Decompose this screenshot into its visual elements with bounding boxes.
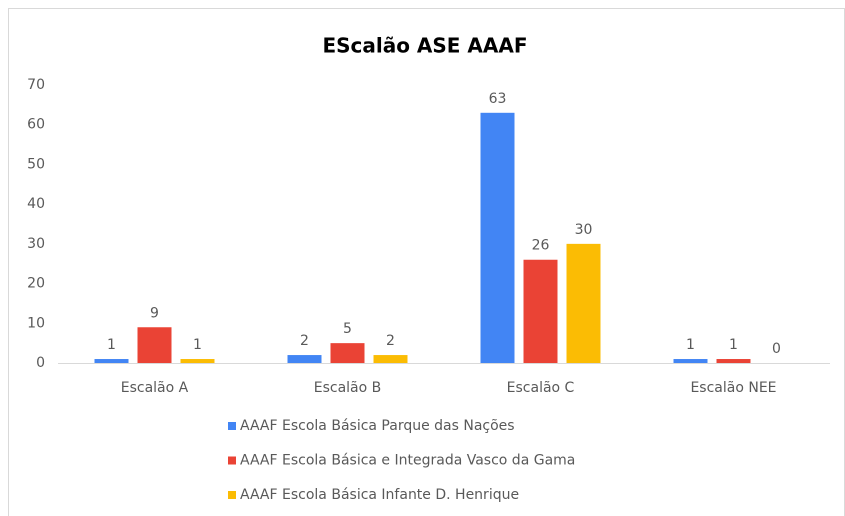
legend-swatch	[228, 491, 236, 499]
legend-label: AAAF Escola Básica e Integrada Vasco da …	[240, 453, 575, 469]
x-tick-label: Escalão A	[121, 380, 189, 396]
bar	[137, 327, 172, 363]
bar	[373, 355, 408, 363]
data-label: 9	[150, 305, 159, 321]
data-label: 5	[343, 321, 352, 337]
bar	[287, 355, 322, 363]
chart-frame	[8, 8, 845, 516]
bar	[716, 359, 751, 363]
legend-label: AAAF Escola Básica Infante D. Henrique	[240, 487, 519, 503]
chart-title: EScalão ASE AAAF	[322, 34, 527, 58]
data-label: 1	[686, 337, 695, 353]
data-label: 63	[489, 91, 507, 107]
y-tick-label: 30	[27, 236, 45, 252]
bar	[180, 359, 215, 363]
x-tick-label: Escalão C	[507, 380, 575, 396]
bar	[94, 359, 129, 363]
y-tick-label: 0	[36, 355, 45, 371]
data-label: 1	[193, 337, 202, 353]
legend-swatch	[228, 456, 236, 465]
data-label: 2	[386, 333, 395, 349]
x-tick-label: Escalão NEE	[690, 380, 776, 396]
y-tick-label: 70	[27, 77, 45, 93]
x-tick-label: Escalão B	[314, 380, 382, 396]
legend-label: AAAF Escola Básica Parque das Nações	[240, 418, 515, 434]
y-tick-label: 50	[27, 156, 45, 172]
data-label: 2	[300, 333, 309, 349]
y-tick-label: 40	[27, 196, 45, 212]
bar	[566, 243, 601, 363]
data-label: 0	[772, 341, 781, 357]
legend-swatch	[228, 422, 236, 430]
y-tick-label: 20	[27, 276, 45, 292]
bar	[673, 359, 708, 363]
bar	[330, 343, 365, 363]
data-label: 26	[532, 238, 550, 254]
data-label: 1	[729, 337, 738, 353]
y-tick-label: 60	[27, 117, 45, 133]
data-label: 30	[575, 222, 593, 238]
bar	[480, 112, 515, 363]
bar	[523, 259, 558, 363]
y-tick-label: 10	[27, 315, 45, 331]
data-label: 1	[107, 337, 116, 353]
